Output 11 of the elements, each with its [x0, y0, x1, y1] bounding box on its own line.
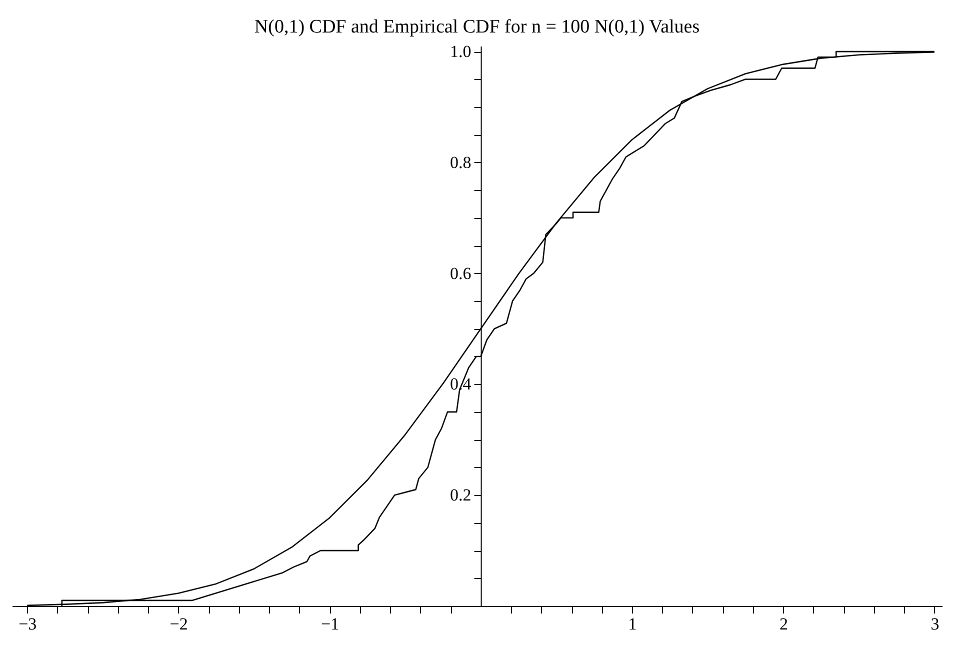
x-tick-label: 1 — [628, 614, 637, 634]
x-tick-label: 3 — [930, 614, 940, 634]
x-tick-label: 2 — [779, 614, 788, 634]
x-tick-label: −3 — [18, 614, 37, 634]
y-tick-label: 0.8 — [450, 152, 472, 172]
x-tick-label: −2 — [170, 614, 188, 634]
chart-title: N(0,1) CDF and Empirical CDF for n = 100 N(0,1) Values — [254, 16, 700, 38]
y-tick-label: 0.2 — [450, 486, 472, 505]
x-tick-label: −1 — [321, 614, 340, 634]
y-tick-label: 1.0 — [450, 42, 472, 62]
y-tick-label: 0.6 — [450, 264, 472, 283]
